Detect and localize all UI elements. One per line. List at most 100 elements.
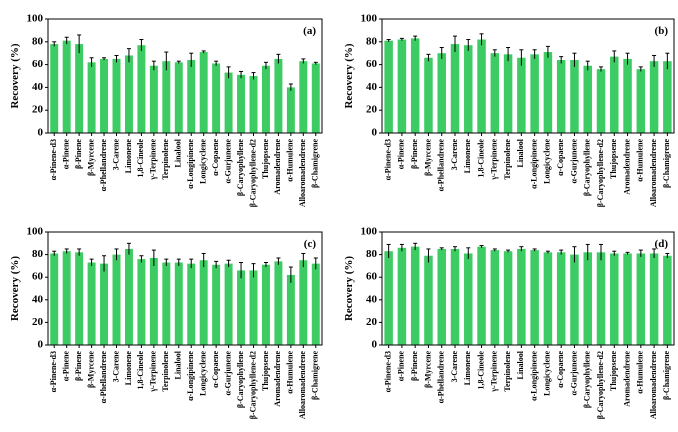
x-tick-label: α-Copaene xyxy=(211,139,220,176)
bar xyxy=(187,60,196,133)
x-tick-label: α-Pinene xyxy=(62,139,71,170)
x-tick-label: β-Chamigrene xyxy=(662,351,671,400)
plot-frame xyxy=(47,18,323,134)
x-tick-label: Limonene xyxy=(124,139,133,174)
x-tick-label: α-Humulene xyxy=(286,139,295,182)
bar xyxy=(636,253,646,345)
bar xyxy=(397,247,407,345)
bar xyxy=(503,54,513,134)
x-tick-label: β-Myrcene xyxy=(423,351,432,388)
bar xyxy=(490,250,500,345)
bar xyxy=(100,263,109,345)
y-tick-label: 0 xyxy=(38,127,44,139)
bar xyxy=(149,65,158,133)
panel-label: (d) xyxy=(655,238,669,250)
x-tick-label: Longicyclene xyxy=(199,351,208,396)
y-tick-label: 60 xyxy=(366,271,378,283)
x-tick-label: Longicyclene xyxy=(199,139,208,184)
bar xyxy=(450,248,460,345)
y-tick-label: 40 xyxy=(366,293,378,305)
bar xyxy=(477,246,486,345)
bar xyxy=(212,63,221,133)
bar xyxy=(424,57,433,134)
x-tick-label: Limonene xyxy=(124,351,133,386)
bar xyxy=(570,254,579,345)
x-tick-label: β-Caryophyllene xyxy=(236,351,245,409)
bar xyxy=(384,251,393,345)
bar xyxy=(124,248,133,345)
y-tick-label: 80 xyxy=(366,35,378,47)
x-tick-label: γ-Terpinene xyxy=(149,139,158,181)
bar xyxy=(464,253,473,345)
y-axis-label: Recovery (%) xyxy=(9,256,21,321)
bar xyxy=(274,58,283,133)
bar xyxy=(124,55,133,134)
x-tick-label: β-Pinene xyxy=(410,351,419,381)
bar xyxy=(75,252,84,345)
bar xyxy=(112,254,121,345)
bar xyxy=(62,251,71,345)
x-tick-label: 3-Carene xyxy=(111,351,120,383)
x-tick-label: β-Caryophyllene-d2 xyxy=(596,351,605,419)
y-tick-label: 60 xyxy=(366,58,378,70)
bar xyxy=(437,53,446,134)
x-tick-label: Limonene xyxy=(463,351,472,386)
bar xyxy=(384,40,393,133)
bar xyxy=(610,56,619,134)
bar xyxy=(556,252,566,345)
y-axis-label: Recovery (%) xyxy=(343,43,355,108)
bar xyxy=(149,257,158,345)
x-tick-label: α-Gurjunene xyxy=(569,351,578,396)
x-tick-label: β-Pinene xyxy=(410,139,419,169)
x-tick-label: β-Chamigrene xyxy=(311,139,320,188)
x-tick-label: α-Phellandrene xyxy=(99,139,108,192)
x-tick-label: β-Chamigrene xyxy=(662,139,671,188)
x-tick-label: Alloaromadendrene xyxy=(649,139,658,208)
bar xyxy=(649,61,659,133)
x-tick-label: β-Pinene xyxy=(74,351,83,381)
x-tick-label: Linalool xyxy=(516,138,525,167)
bar xyxy=(75,44,84,133)
bar xyxy=(610,253,619,345)
x-tick-label: β-Myrcene xyxy=(423,139,432,176)
x-tick-label: α-Longipinene xyxy=(529,139,538,189)
bar xyxy=(437,248,446,345)
bar xyxy=(663,61,672,133)
panel-label: (c) xyxy=(304,238,317,250)
bar xyxy=(237,74,246,133)
bar xyxy=(556,60,566,133)
bar xyxy=(397,39,407,133)
x-tick-label: β-Myrcene xyxy=(86,351,95,388)
bar xyxy=(517,248,526,345)
x-tick-label: α-Phellandrene xyxy=(99,351,108,404)
x-tick-label: α-Longipinene xyxy=(529,351,538,401)
x-tick-label: α-Humulene xyxy=(636,139,645,182)
bar xyxy=(286,274,295,345)
bar xyxy=(311,63,320,133)
y-tick-label: 100 xyxy=(361,226,378,238)
x-tick-label: 1,8-Cineole xyxy=(476,139,485,178)
bar xyxy=(286,87,295,133)
bar xyxy=(100,58,109,133)
x-tick-label: Alloaromadendrene xyxy=(649,351,658,420)
y-tick-label: 20 xyxy=(366,104,378,116)
x-tick-label: β-Caryophyllene xyxy=(236,139,245,197)
x-tick-label: Alloaromadendrene xyxy=(298,351,307,420)
bar xyxy=(570,60,579,133)
x-tick-label: 3-Carene xyxy=(111,139,120,171)
bar xyxy=(274,261,283,345)
x-tick-label: Linalool xyxy=(174,138,183,167)
bar xyxy=(450,44,460,133)
x-tick-label: Terpinolene xyxy=(161,139,170,180)
x-tick-label: α-Phellandrene xyxy=(437,139,446,192)
x-tick-label: 3-Carene xyxy=(450,351,459,383)
y-tick-label: 20 xyxy=(32,104,44,116)
bar xyxy=(596,252,606,345)
y-tick-label: 40 xyxy=(32,293,44,305)
bar xyxy=(517,57,526,134)
x-tick-label: α-Gurjunene xyxy=(223,139,232,184)
x-tick-label: Thujopsene xyxy=(609,351,618,391)
bar xyxy=(477,39,486,133)
